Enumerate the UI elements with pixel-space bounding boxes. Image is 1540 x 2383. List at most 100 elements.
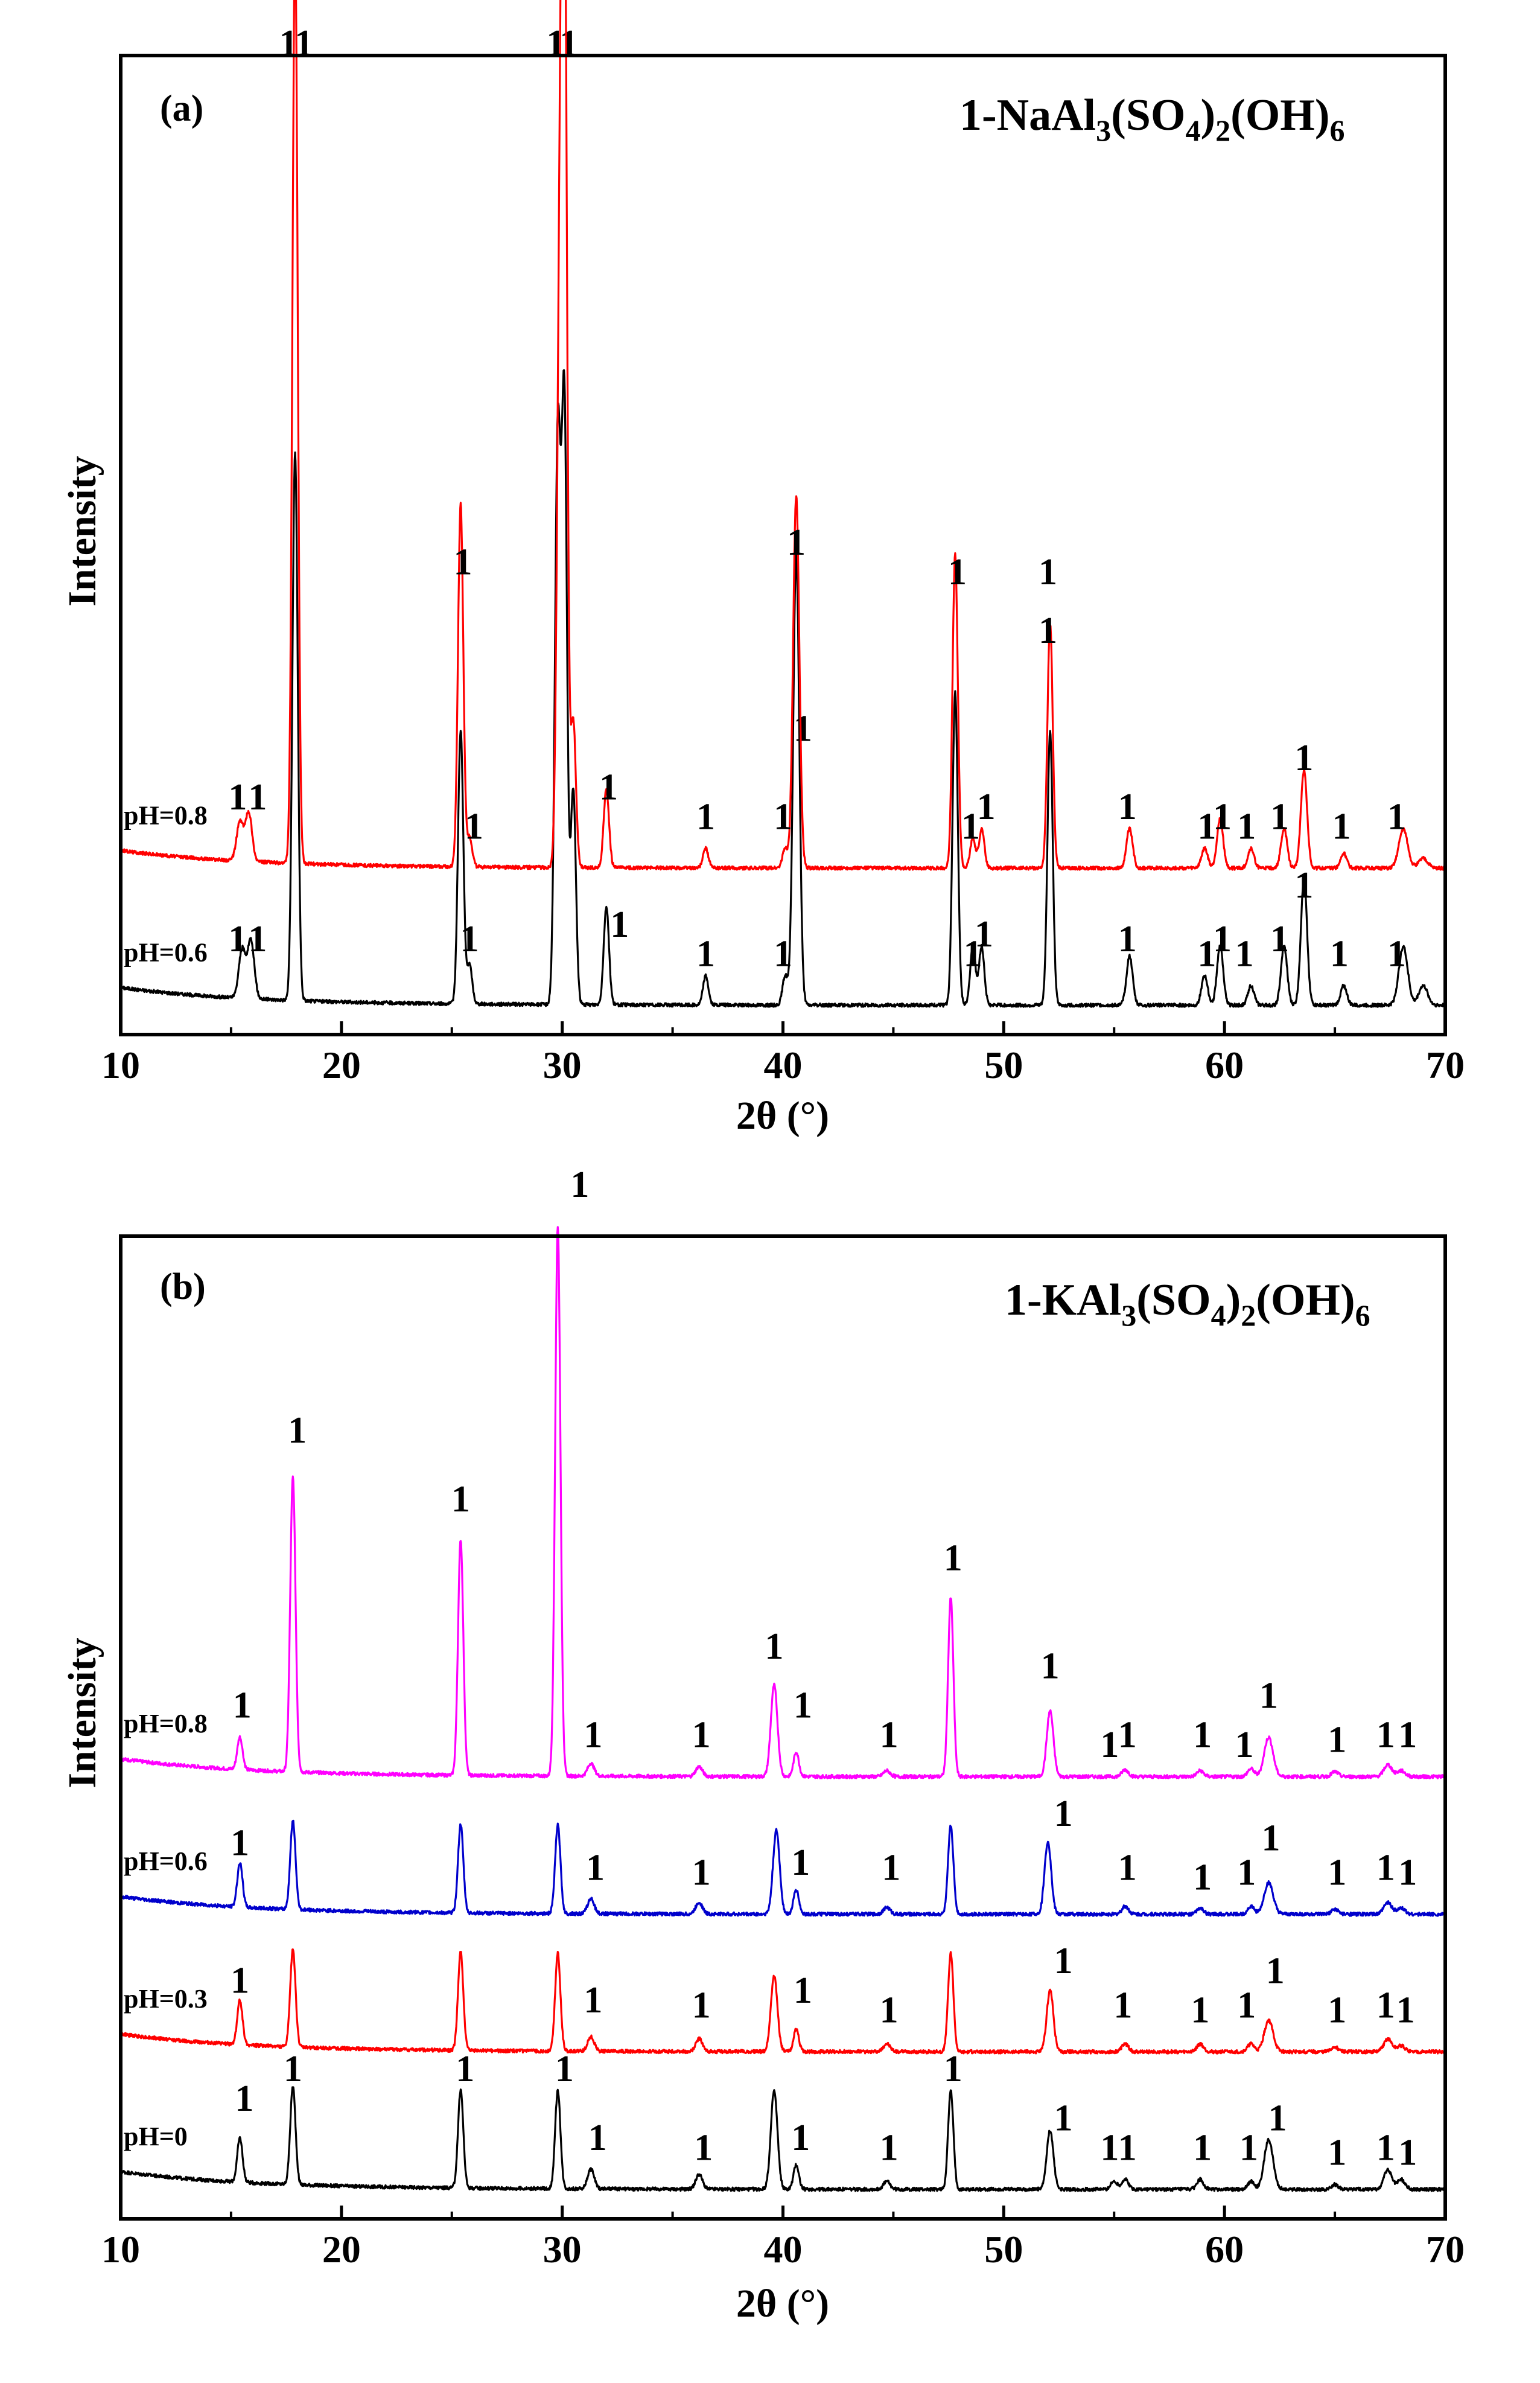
peak-marker: 1 [975,914,993,955]
peak-marker: 1 [1398,2132,1417,2173]
peak-marker: 1 [1376,1847,1395,1888]
x-tick-label: 70 [1426,2228,1465,2271]
peak-marker: 1 [692,1852,711,1893]
peak-marker: 1 [1237,1852,1256,1893]
peak-marker: 1 [279,23,298,64]
peak-marker: 1 [791,2117,810,2158]
peak-marker: 1 [882,1847,900,1888]
panel-b-label: (b) [160,1266,206,1307]
peak-marker: 1 [1259,1675,1278,1716]
x-tick-label: 40 [764,2228,803,2271]
peak-marker: 1 [1387,933,1406,974]
peak-marker: 1 [586,1847,605,1888]
peak-marker: 1 [231,1960,249,2002]
x-tick-label: 10 [101,2228,140,2271]
series-line-ph-0-8 [119,1226,1446,1779]
peak-marker: 1 [1118,1715,1137,1756]
peak-marker: 1 [1330,933,1349,974]
peak-marker: 1 [1193,2127,1212,2168]
peak-marker: 1 [231,1823,249,1864]
panel-a-x-axis-ticks: 10 20 30 40 50 60 70 [101,1021,1465,1086]
peak-marker: 1 [235,2078,253,2119]
x-tick-label: 50 [984,1044,1023,1086]
peak-marker: 1 [880,1989,899,2030]
peak-marker: 1 [1213,919,1232,960]
peak-marker: 1 [948,552,967,593]
peak-marker: 1 [1328,1720,1346,1761]
peak-marker: 1 [233,1685,252,1726]
peak-marker: 1 [1270,919,1289,960]
peak-marker: 1 [610,904,629,945]
peak-marker: 1 [1387,796,1406,837]
peak-marker: 1 [696,796,715,837]
x-tick-label: 30 [543,2228,582,2271]
peak-marker: 1 [465,806,483,847]
peak-marker: 1 [692,1715,711,1756]
peak-marker: 1 [944,1538,962,1579]
peak-marker: 1 [794,1685,812,1726]
peak-marker: 1 [1396,1989,1415,2030]
peak-marker: 1 [1294,865,1313,906]
panel-b-title: 1-KAl3(SO4)2(OH)6 [1005,1275,1370,1332]
peak-marker: 1 [599,767,618,808]
peak-marker: 1 [1054,1793,1073,1834]
peak-marker: 1 [1235,933,1254,974]
series-label: pH=0.6 [124,1846,208,1876]
peak-marker: 1 [1268,2097,1287,2139]
peak-marker: 1 [794,708,812,749]
peak-marker: 1 [1376,1985,1395,2026]
series-label: pH=0.8 [124,1709,208,1738]
peak-marker: 1 [791,1842,810,1883]
peak-marker: 1 [1197,806,1216,847]
panel-a-title: 1-NaAl3(SO4)2(OH)6 [959,91,1345,147]
peak-marker: 1 [1328,2132,1346,2173]
peak-marker: 1 [1328,1989,1346,2030]
series-line-ph-0-3 [120,1948,1446,2055]
panel-b-x-axis-label: 2θ (°) [736,2282,829,2326]
peak-marker: 1 [1039,552,1057,593]
peak-marker: 1 [696,933,715,974]
peak-marker: 1 [1261,1818,1280,1859]
x-tick-label: 60 [1205,1044,1244,1086]
peak-marker: 1 [1294,738,1313,779]
peak-marker: 1 [1398,1715,1417,1756]
peak-marker: 1 [1118,786,1137,828]
peak-marker: 1 [787,522,806,563]
peak-marker: 1 [1100,1724,1119,1766]
peak-marker: 1 [694,2127,713,2168]
peak-marker: 1 [1197,933,1216,974]
peak-marker: 1 [1193,1857,1212,1898]
peak-marker: 1 [774,933,792,974]
peak-marker: 1 [248,777,267,818]
peak-marker: 1 [964,933,982,974]
peak-marker: 1 [248,919,267,960]
peak-marker: 1 [880,2127,899,2168]
peak-marker: 1 [774,796,792,837]
peak-marker: 1 [1235,1724,1254,1766]
peak-marker: 1 [555,2049,574,2090]
panel-a-x-axis-label: 2θ (°) [736,1094,829,1138]
peak-marker: 1 [1266,1950,1285,1991]
x-tick-label: 20 [322,2228,361,2271]
peak-marker: 1 [570,1164,589,1205]
peak-marker: 1 [1039,610,1057,651]
peak-marker: 1 [454,542,472,583]
peak-marker: 1 [1239,2127,1258,2168]
peak-marker: 1 [1332,806,1351,847]
series-label: pH=0.3 [124,1984,208,2014]
peak-marker: 1 [584,1715,602,1756]
peak-marker: 1 [1118,2127,1137,2168]
peak-marker: 1 [944,2049,962,2090]
series-line-ph-0-8 [119,0,1446,871]
peak-marker: 1 [1193,1715,1212,1756]
peak-marker: 1 [1054,2097,1073,2139]
peak-marker: 1 [451,1479,470,1520]
series-label: pH=0.8 [124,800,208,830]
panel-b-x-axis-ticks: 10 20 30 40 50 60 70 [101,2206,1465,2271]
peak-marker: 1 [765,1626,783,1667]
panel-a-y-axis-label: Intensity [60,456,104,606]
